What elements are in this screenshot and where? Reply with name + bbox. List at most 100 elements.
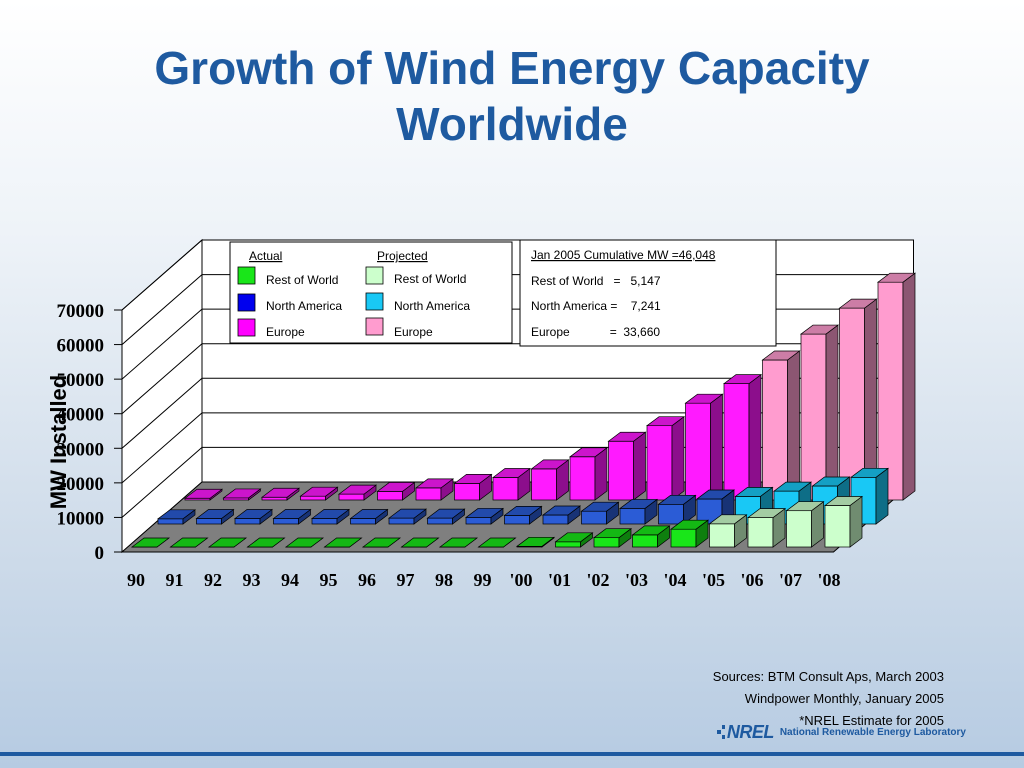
info-box: Jan 2005 Cumulative MW =46,048 Rest of W… [519, 239, 777, 347]
x-tick-label: 92 [204, 570, 222, 590]
y-tick-label: 50000 [57, 370, 105, 391]
x-tick-label: 93 [243, 570, 261, 590]
gridline [121, 377, 914, 449]
bar-north-america-1 [195, 508, 235, 525]
legend-swatch-na-projected [365, 292, 384, 311]
bar-europe-10 [568, 447, 609, 501]
bar-rest-of-world-5 [323, 537, 363, 548]
legend-swatch-eu-actual [237, 318, 256, 337]
bar-rest-of-world-7 [400, 537, 440, 548]
bar-europe-12 [645, 415, 686, 501]
bar-rest-of-world-3 [246, 537, 286, 548]
x-tick-label: '07 [779, 570, 802, 590]
bar-north-america-12 [618, 498, 659, 525]
legend-label-rest-projected: Rest of World [394, 272, 466, 286]
bar-north-america-6 [387, 508, 428, 525]
nrel-logo-word: NREL [726, 721, 775, 742]
bar-europe-5 [376, 481, 416, 501]
bar-europe-7 [453, 473, 493, 501]
bar-north-america-11 [580, 501, 620, 525]
bar-rest-of-world-0 [130, 537, 171, 548]
nrel-emblem-icon [717, 725, 725, 739]
y-tick-label: 40000 [57, 405, 105, 426]
bar-europe-11 [607, 431, 647, 501]
bar-north-america-3 [272, 508, 312, 525]
bar-north-america-4 [310, 508, 351, 525]
y-tick-label: 0 [95, 543, 105, 564]
bar-europe-14 [722, 373, 763, 501]
legend-label-eu-projected: Europe [394, 325, 433, 339]
x-tick-label: '04 [663, 570, 686, 590]
bar-rest-of-world-18 [823, 495, 864, 548]
legend-projected-header: Projected [377, 249, 428, 263]
bar-europe-0 [183, 488, 224, 501]
x-tick-label: 90 [127, 570, 145, 590]
bar-europe-18 [876, 272, 917, 501]
legend: Actual Projected Rest of World North Ame… [229, 241, 513, 344]
bar-rest-of-world-1 [169, 537, 209, 548]
bar-north-america-5 [349, 508, 389, 525]
x-tick-label: 98 [435, 570, 453, 590]
bar-rest-of-world-4 [284, 537, 325, 548]
info-box-line-3: Europe = 33,660 [531, 325, 660, 339]
x-tick-label: 91 [166, 570, 184, 590]
info-box-line-2: North America = 7,241 [531, 299, 661, 313]
y-axis: 0 10000 20000 30000 40000 50000 60000 70000 [57, 301, 123, 564]
x-tick-label: 96 [358, 570, 376, 590]
bar-europe-15 [761, 350, 801, 501]
x-tick-label: 99 [474, 570, 492, 590]
bar-europe-9 [530, 459, 570, 501]
x-tick-label: '06 [740, 570, 763, 590]
x-tick-label: '03 [625, 570, 648, 590]
x-tick-label: '01 [548, 570, 571, 590]
x-tick-label: '00 [509, 570, 532, 590]
bar-rest-of-world-9 [477, 537, 517, 548]
bar-europe-2 [260, 487, 301, 501]
x-axis: 90 91 92 93 94 95 96 97 98 99 '00 '01 '02 '03 '04 '05 '0… [127, 570, 841, 590]
x-tick-label: '05 [702, 570, 725, 590]
gridline [121, 412, 914, 484]
bar-north-america-18 [849, 467, 890, 525]
bar-rest-of-world-16 [746, 507, 787, 548]
y-tick-label: 60000 [57, 336, 105, 357]
sources-line-3: *NREL Estimate for 2005 [799, 713, 944, 728]
bar-rest-of-world-17 [785, 501, 825, 548]
bar-rest-of-world-11 [554, 532, 594, 548]
bar-rest-of-world-14 [669, 519, 710, 548]
info-box-header: Jan 2005 Cumulative MW =46,048 [531, 248, 716, 262]
title-line-2: Worldwide [396, 98, 628, 150]
title-line-1: Growth of Wind Energy Capacity [154, 42, 870, 94]
sources-block: Sources: BTM Consult Aps, March 2003 Win… [713, 666, 944, 732]
bar-europe-4 [337, 484, 378, 501]
bar-europe-17 [838, 298, 878, 501]
bar-north-america-10 [541, 505, 582, 525]
legend-actual-header: Actual [249, 249, 282, 263]
bar-north-america-13 [657, 494, 697, 525]
bottom-accent-bar [0, 752, 1024, 756]
sources-line-1: Sources: BTM Consult Aps, March 2003 [712, 669, 944, 684]
bar-rest-of-world-6 [361, 537, 402, 548]
legend-swatch-eu-projected [365, 317, 384, 336]
y-tick-label: 70000 [57, 301, 105, 322]
info-box-line-1: Rest of World = 5,147 [531, 274, 661, 288]
legend-label-rest-actual: Rest of World [266, 273, 338, 287]
bar-north-america-2 [233, 508, 274, 525]
legend-swatch-rest-projected [365, 266, 384, 285]
x-tick-label: '08 [817, 570, 840, 590]
x-tick-label: 97 [397, 570, 415, 590]
bar-europe-16 [799, 324, 840, 501]
x-tick-label: 95 [320, 570, 338, 590]
bar-rest-of-world-12 [592, 527, 633, 548]
info-box-frame [519, 239, 777, 347]
y-axis-label: MW Installed [46, 375, 71, 509]
legend-label-eu-actual: Europe [266, 325, 305, 339]
nrel-logo-full-name: National Renewable Energy Laboratory [779, 726, 966, 738]
bar-europe-8 [491, 467, 532, 501]
bar-europe-13 [684, 393, 724, 501]
x-tick-label: '02 [586, 570, 609, 590]
legend-swatch-rest-actual [237, 266, 256, 285]
bar-rest-of-world-15 [708, 514, 748, 548]
bar-rest-of-world-13 [631, 525, 671, 548]
bar-rest-of-world-2 [207, 537, 248, 548]
bar-north-america-8 [464, 507, 505, 525]
